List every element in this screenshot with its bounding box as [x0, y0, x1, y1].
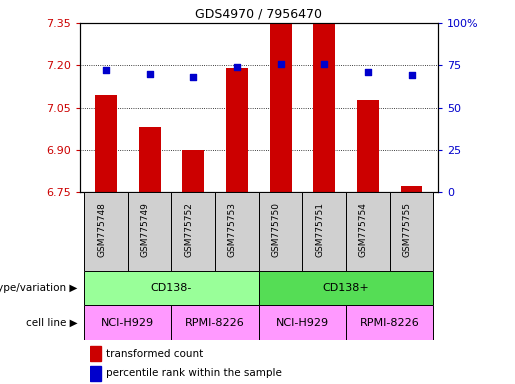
Bar	[390, 192, 434, 271]
Bar	[90, 346, 100, 361]
Bar	[128, 192, 171, 271]
Point	[407, 72, 416, 78]
Text: GSM775752: GSM775752	[184, 202, 193, 257]
Text: transformed count: transformed count	[106, 349, 203, 359]
Text: GSM775751: GSM775751	[315, 202, 324, 257]
Bar	[182, 150, 204, 192]
Bar	[259, 271, 434, 305]
Bar	[84, 305, 171, 340]
Bar	[346, 192, 390, 271]
Bar	[313, 25, 335, 192]
Point	[233, 64, 241, 70]
Text: cell line ▶: cell line ▶	[26, 318, 77, 328]
Bar	[270, 23, 291, 192]
Bar	[95, 95, 117, 192]
Bar	[346, 305, 434, 340]
Text: GSM775755: GSM775755	[403, 202, 411, 257]
Bar	[401, 186, 422, 192]
Bar	[90, 366, 100, 381]
Text: GSM775754: GSM775754	[359, 202, 368, 257]
Point	[146, 71, 154, 77]
Bar	[215, 192, 259, 271]
Bar	[259, 305, 346, 340]
Point	[320, 61, 329, 67]
Bar	[357, 101, 379, 192]
Point	[277, 61, 285, 67]
Bar	[171, 192, 215, 271]
Text: NCI-H929: NCI-H929	[276, 318, 329, 328]
Text: CD138-: CD138-	[151, 283, 192, 293]
Point	[102, 67, 110, 73]
Bar	[171, 305, 259, 340]
Bar	[259, 192, 302, 271]
Bar	[226, 68, 248, 192]
Text: GSM775749: GSM775749	[141, 202, 150, 257]
Text: genotype/variation ▶: genotype/variation ▶	[0, 283, 77, 293]
Title: GDS4970 / 7956470: GDS4970 / 7956470	[195, 7, 322, 20]
Point	[364, 69, 372, 75]
Bar	[302, 192, 346, 271]
Text: GSM775750: GSM775750	[271, 202, 281, 257]
Text: RPMI-8226: RPMI-8226	[360, 318, 420, 328]
Bar	[84, 271, 259, 305]
Text: GSM775748: GSM775748	[97, 202, 106, 257]
Text: NCI-H929: NCI-H929	[101, 318, 154, 328]
Text: RPMI-8226: RPMI-8226	[185, 318, 245, 328]
Text: CD138+: CD138+	[323, 283, 369, 293]
Point	[189, 74, 197, 80]
Text: percentile rank within the sample: percentile rank within the sample	[106, 368, 282, 379]
Bar	[84, 192, 128, 271]
Bar	[139, 127, 161, 192]
Text: GSM775753: GSM775753	[228, 202, 237, 257]
